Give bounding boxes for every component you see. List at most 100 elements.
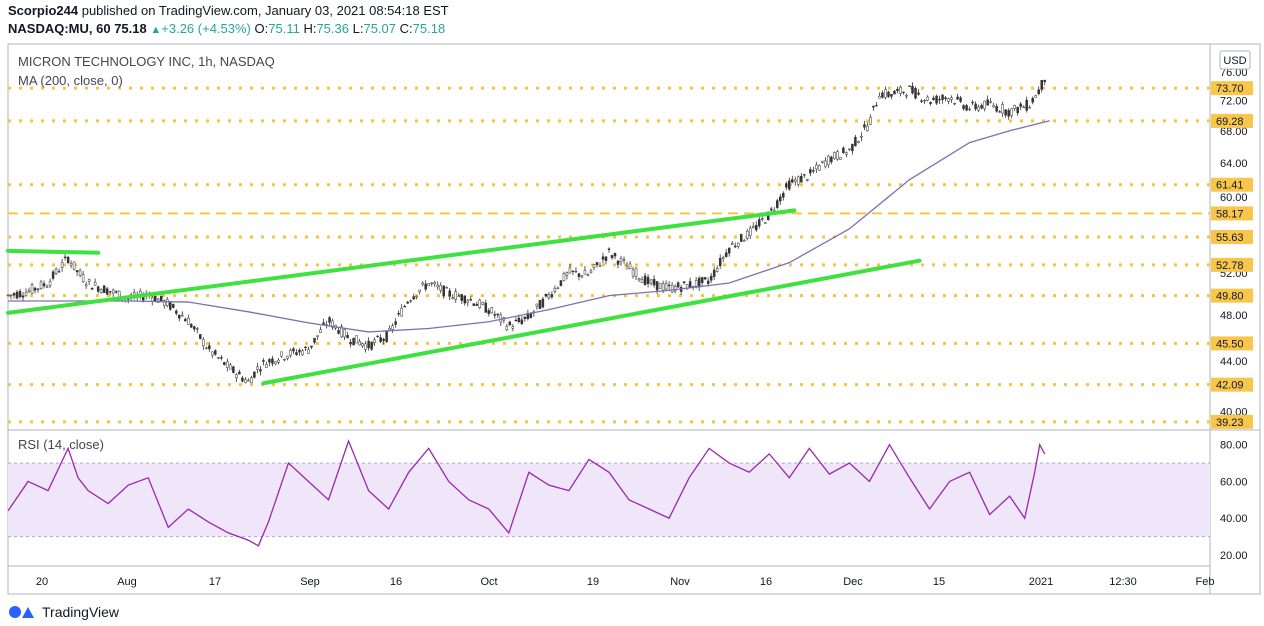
candle-body bbox=[914, 88, 917, 99]
tradingview-logo-icon bbox=[9, 606, 34, 618]
candle-body bbox=[926, 96, 929, 101]
price-tick-label: 64.00 bbox=[1220, 158, 1248, 170]
candle-body bbox=[655, 281, 659, 291]
candle-body bbox=[430, 282, 433, 285]
candle-body bbox=[448, 290, 451, 297]
candle-body bbox=[199, 334, 202, 339]
candle-body bbox=[454, 291, 457, 300]
candle-body bbox=[307, 349, 310, 354]
candle-body bbox=[496, 313, 500, 316]
candle-body bbox=[971, 101, 974, 104]
candle-body bbox=[815, 164, 818, 170]
candle-body bbox=[409, 300, 412, 302]
candle-body bbox=[268, 359, 271, 363]
candle-body bbox=[932, 97, 935, 101]
candle-body bbox=[301, 350, 304, 356]
candle-body bbox=[72, 261, 76, 270]
candle-body bbox=[878, 95, 881, 99]
candle-body bbox=[1040, 79, 1043, 90]
candle-body bbox=[163, 300, 166, 306]
candle-body bbox=[481, 302, 485, 305]
candle-body bbox=[202, 339, 205, 347]
candle-body bbox=[175, 310, 178, 314]
candle-body bbox=[24, 292, 28, 297]
rsi-tick-label: 60.00 bbox=[1220, 476, 1248, 488]
candle-body bbox=[364, 343, 367, 350]
candle-body bbox=[995, 106, 998, 112]
candle-body bbox=[412, 296, 415, 300]
candle-body bbox=[920, 100, 923, 102]
candle-body bbox=[712, 269, 716, 277]
candle-body bbox=[742, 240, 746, 242]
rsi-tick-label: 40.00 bbox=[1220, 513, 1248, 525]
candle-body bbox=[460, 294, 464, 301]
candle-body bbox=[193, 326, 196, 330]
candle-body bbox=[854, 137, 857, 147]
time-tick-label: 16 bbox=[390, 576, 402, 588]
candle-body bbox=[415, 295, 418, 298]
chart-title: MICRON TECHNOLOGY INC, 1h, NASDAQ bbox=[18, 54, 275, 69]
candle-body bbox=[694, 280, 698, 287]
candle-body bbox=[863, 124, 866, 128]
candle-body bbox=[1016, 106, 1019, 114]
candle-body bbox=[472, 303, 476, 306]
candle-body bbox=[727, 247, 731, 254]
level-badge-label: 39.23 bbox=[1216, 417, 1244, 429]
open-value: 75.11 bbox=[268, 21, 300, 36]
candle-body bbox=[280, 351, 283, 357]
time-tick-label: 12:30 bbox=[1109, 576, 1137, 588]
candle-body bbox=[15, 291, 19, 299]
candle-body bbox=[9, 294, 13, 296]
currency-box[interactable] bbox=[1219, 50, 1251, 70]
candle-body bbox=[881, 92, 884, 98]
price-tick-label: 72.00 bbox=[1220, 96, 1248, 108]
candle-body bbox=[388, 328, 391, 331]
candle-body bbox=[818, 165, 821, 171]
candle-body bbox=[782, 192, 785, 198]
candle-body bbox=[69, 263, 73, 266]
candle-body bbox=[451, 297, 454, 300]
brand-footer[interactable]: TradingView bbox=[8, 604, 119, 620]
candle-body bbox=[445, 287, 448, 289]
candle-body bbox=[565, 272, 569, 276]
candle-body bbox=[105, 288, 109, 295]
candle-body bbox=[427, 282, 430, 286]
candle-body bbox=[493, 314, 497, 316]
level-badge-label: 55.63 bbox=[1216, 232, 1244, 244]
candle-body bbox=[313, 337, 316, 343]
price-tick-label: 68.00 bbox=[1220, 126, 1248, 138]
candle-body bbox=[959, 97, 962, 102]
publish-line: Scorpio244 published on TradingView.com,… bbox=[8, 3, 449, 18]
candle-body bbox=[754, 225, 758, 231]
candle-body bbox=[304, 346, 307, 349]
candle-body bbox=[21, 295, 25, 298]
high-label: H: bbox=[303, 21, 317, 36]
candle-body bbox=[6, 294, 10, 297]
candle-body bbox=[51, 271, 55, 279]
candle-body bbox=[283, 358, 286, 361]
price-change: +3.26 (+4.53%) bbox=[161, 21, 251, 36]
candle-body bbox=[968, 108, 971, 111]
candle-body bbox=[770, 208, 773, 211]
trendline bbox=[6, 248, 101, 255]
candle-body bbox=[941, 94, 944, 100]
candle-body bbox=[241, 377, 244, 382]
level-badge bbox=[1211, 288, 1253, 303]
candle-body bbox=[950, 97, 953, 100]
author-name[interactable]: Scorpio244 bbox=[8, 3, 79, 18]
candle-body bbox=[574, 270, 578, 273]
candle-body bbox=[634, 267, 638, 277]
candle-body bbox=[274, 361, 277, 365]
candle-body bbox=[1031, 98, 1034, 103]
candle-body bbox=[571, 270, 575, 272]
candle-body bbox=[616, 260, 620, 265]
candle-body bbox=[938, 98, 941, 101]
candle-body bbox=[466, 300, 470, 303]
candle-body bbox=[96, 286, 100, 292]
candle-body bbox=[184, 318, 187, 322]
candle-body bbox=[646, 276, 650, 284]
candle-body bbox=[1019, 103, 1022, 107]
candle-body bbox=[730, 243, 734, 245]
candle-body bbox=[421, 282, 424, 285]
